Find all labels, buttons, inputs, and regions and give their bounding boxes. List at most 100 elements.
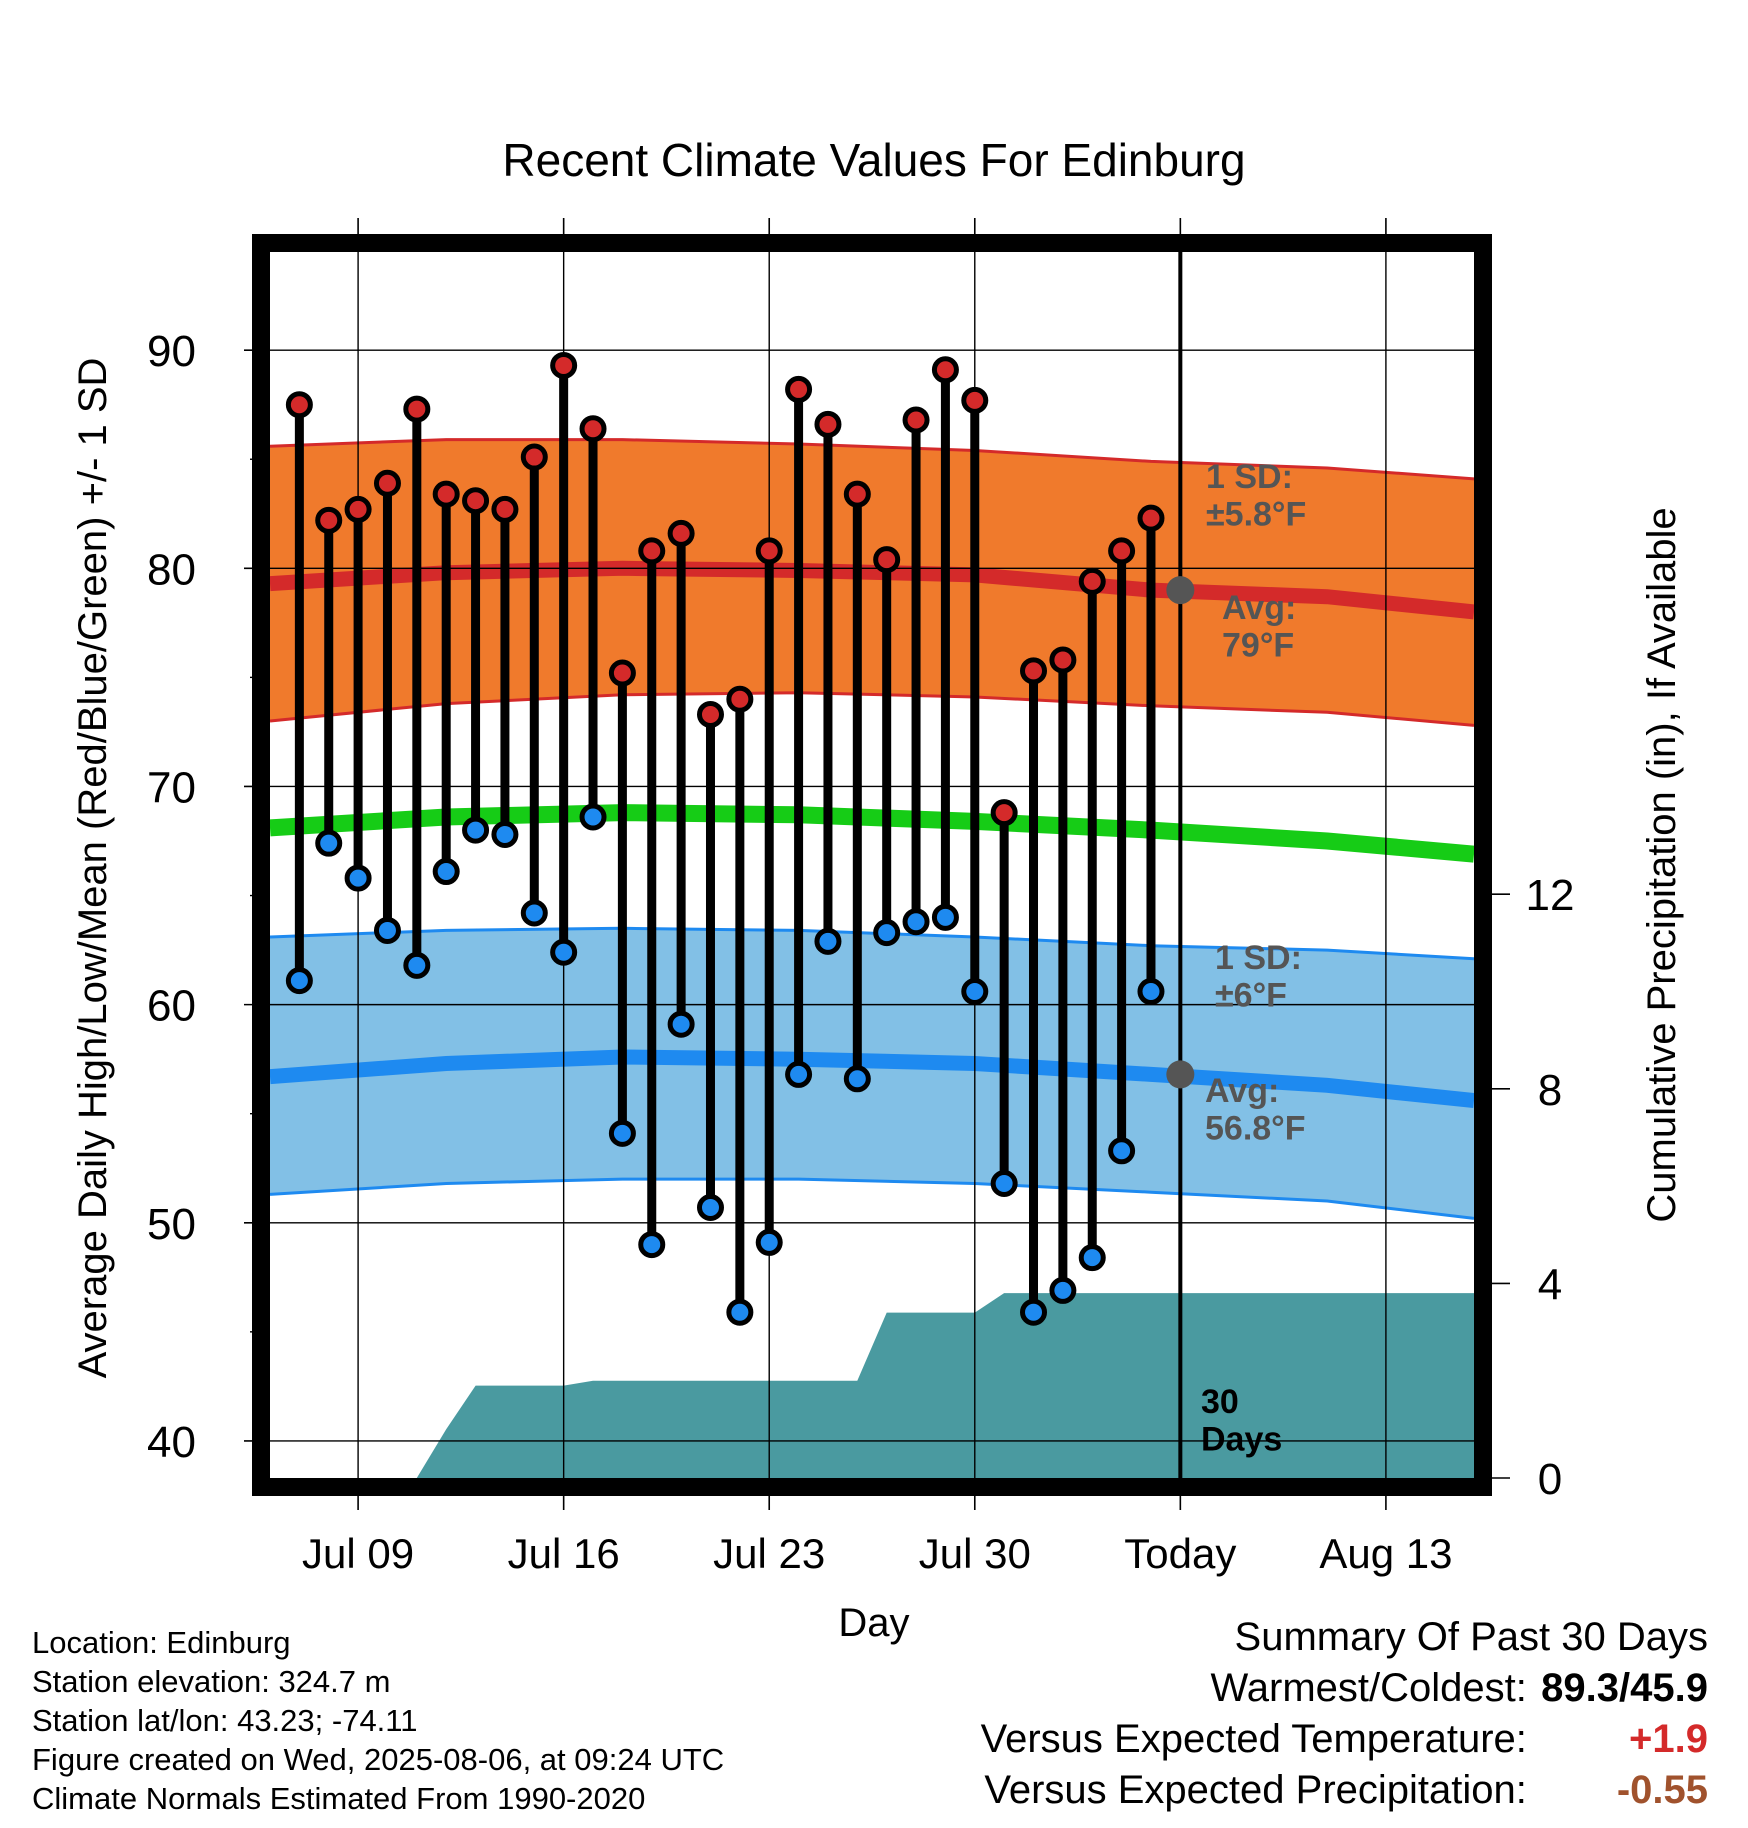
daily-low-point	[638, 1231, 666, 1259]
daily-low-point	[1020, 1298, 1048, 1326]
daily-high-point	[608, 659, 636, 687]
high-avg-annotation-line: 79°F	[1222, 626, 1294, 664]
x-tick-label: Jul 30	[919, 1530, 1031, 1577]
station-info: Location: Edinburg Station elevation: 32…	[32, 1623, 724, 1818]
daily-low-point	[462, 816, 490, 844]
low-sd-annotation-line: 1 SD:	[1215, 939, 1302, 977]
daily-low-point	[520, 899, 548, 927]
y-tick-label: 50	[147, 1200, 196, 1249]
daily-high-point	[961, 386, 989, 414]
precipitation-area	[416, 1293, 1474, 1478]
x-tick-label: Today	[1124, 1530, 1236, 1577]
summary-warmest-row: Warmest/Coldest: 89.3/45.9	[981, 1663, 1709, 1714]
daily-low-point	[785, 1060, 813, 1088]
low-avg-annotation-line: Avg:	[1205, 1072, 1279, 1110]
low-avg-annotation-line: 56.8°F	[1205, 1109, 1306, 1147]
daily-low-point	[902, 908, 930, 936]
temp-label: Versus Expected Temperature:	[980, 1717, 1527, 1761]
x-axis-label: Day	[838, 1601, 909, 1645]
low-sd-lower-line	[270, 1177, 1474, 1220]
today-high-avg-marker	[1166, 576, 1195, 605]
y-axis-label-left: Average Daily High/Low/Mean (Red/Blue/Gr…	[71, 358, 115, 1379]
elevation-text: Station elevation: 324.7 m	[32, 1664, 391, 1699]
location-text: Location: Edinburg	[32, 1625, 291, 1660]
daily-high-point	[902, 406, 930, 434]
daily-high-point	[462, 487, 490, 515]
high-sd-annotation-line: ±5.8°F	[1206, 495, 1306, 533]
chart-title: Recent Climate Values For Edinburg	[502, 134, 1245, 186]
daily-high-point	[579, 415, 607, 443]
daily-low-point	[931, 903, 959, 931]
high-sd-annotation-line: 1 SD:	[1206, 458, 1293, 496]
daily-high-point	[726, 685, 754, 713]
daily-low-point	[1108, 1137, 1136, 1165]
daily-low-point	[315, 829, 343, 857]
low-sd-annotation: 1 SD: ±6°F	[1215, 939, 1302, 1014]
y-tick-label: 40	[147, 1418, 196, 1467]
daily-low-point	[696, 1193, 724, 1221]
low-avg-line	[270, 1049, 1474, 1109]
daily-low-point	[961, 978, 989, 1006]
daily-high-point	[344, 495, 372, 523]
today-days-label-line: 30	[1201, 1383, 1239, 1421]
daily-low-point	[550, 938, 578, 966]
daily-high-point	[550, 351, 578, 379]
y-right-tick-label: 8	[1538, 1066, 1562, 1115]
y-right-tick-label: 4	[1538, 1260, 1562, 1309]
daily-high-point	[638, 537, 666, 565]
daily-high-point	[1020, 657, 1048, 685]
high-sd-annotation: 1 SD: ±5.8°F	[1206, 458, 1306, 533]
summary-panel: Summary Of Past 30 Days Warmest/Coldest:…	[981, 1612, 1708, 1816]
daily-low-point	[990, 1169, 1018, 1197]
daily-high-point	[873, 546, 901, 574]
low-avg-annotation: Avg: 56.8°F	[1205, 1072, 1306, 1147]
daily-low-point	[726, 1298, 754, 1326]
daily-low-point	[843, 1065, 871, 1093]
summary-precip-row: Versus Expected Precipitation: -0.55	[981, 1765, 1708, 1816]
daily-high-point	[696, 700, 724, 728]
daily-high-point	[432, 480, 460, 508]
daily-low-point	[814, 927, 842, 955]
daily-high-point	[1137, 504, 1165, 532]
daily-high-point	[1108, 537, 1136, 565]
daily-low-point	[667, 1010, 695, 1038]
today-low-avg-marker	[1166, 1060, 1195, 1089]
created-text: Figure created on Wed, 2025-08-06, at 09…	[32, 1742, 725, 1777]
daily-high-point	[491, 495, 519, 523]
plot-content	[270, 252, 1474, 1478]
daily-low-point	[579, 803, 607, 831]
x-tick-label: Aug 13	[1319, 1530, 1452, 1577]
high-sd-upper-line	[270, 438, 1474, 481]
daily-high-point	[315, 506, 343, 534]
latlon-text: Station lat/lon: 43.23; -74.11	[32, 1703, 418, 1738]
y-tick-label: 70	[147, 763, 196, 812]
daily-high-point	[843, 480, 871, 508]
y-tick-label: 60	[147, 982, 196, 1031]
daily-high-point	[520, 443, 548, 471]
daily-high-point	[990, 799, 1018, 827]
x-tick-label: Jul 23	[713, 1530, 825, 1577]
daily-low-point	[344, 864, 372, 892]
warmest-value: 89.3/45.9	[1541, 1666, 1708, 1710]
high-avg-annotation: Avg: 79°F	[1222, 589, 1296, 664]
high-avg-annotation-line: Avg:	[1222, 589, 1296, 627]
daily-high-point	[931, 356, 959, 384]
x-tick-label: Jul 09	[302, 1530, 414, 1577]
daily-low-point	[432, 858, 460, 886]
x-tick-label: Jul 16	[508, 1530, 620, 1577]
daily-low-point	[403, 951, 431, 979]
daily-high-point	[403, 395, 431, 423]
daily-low-point	[285, 967, 313, 995]
y-axis-label-right: Cumulative Precipitation (in), If Availa…	[1640, 507, 1684, 1222]
daily-high-point	[755, 537, 783, 565]
daily-high-point	[814, 410, 842, 438]
daily-low-point	[1137, 978, 1165, 1006]
axes: 40 50 60 70 80 90 0 4 8 12 Jul 09 Jul 16 Jul 23 Jul 3…	[147, 218, 1574, 1577]
normals-text: Climate Normals Estimated From 1990-2020	[32, 1781, 646, 1816]
temp-value: +1.9	[1629, 1717, 1708, 1761]
daily-high-point	[667, 519, 695, 547]
daily-high-point	[285, 391, 313, 419]
daily-low-point	[1078, 1244, 1106, 1272]
summary-temp-row: Versus Expected Temperature: +1.9	[981, 1714, 1708, 1765]
high-sd-band	[270, 439, 1474, 726]
